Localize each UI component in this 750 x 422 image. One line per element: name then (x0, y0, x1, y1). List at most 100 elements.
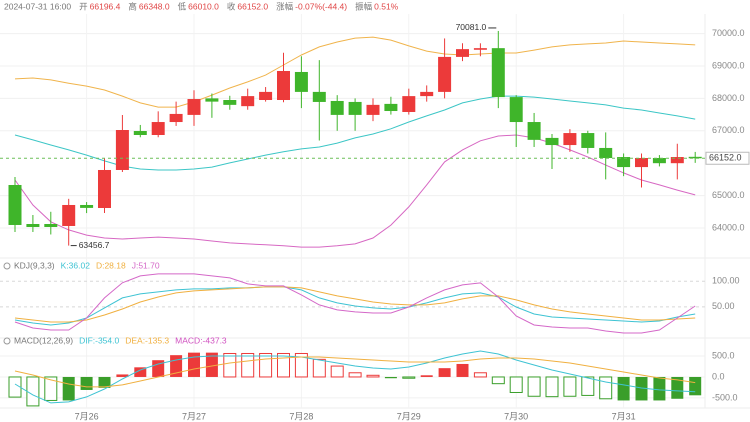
y-tick-label: 67000.0 (712, 125, 745, 135)
candle-body (26, 224, 40, 227)
macd-bar (671, 376, 684, 399)
candle-body (62, 204, 76, 226)
candle-body (402, 96, 416, 112)
candle-body (652, 158, 666, 164)
macd-bar (384, 376, 397, 379)
indicator-line (14, 273, 696, 334)
y-tick-label: 0.0 (712, 371, 725, 381)
macd-bar (98, 376, 111, 388)
macd-bar (277, 352, 290, 378)
candle-body (330, 100, 344, 115)
header-label: 高 (128, 1, 137, 11)
legend-icon (3, 337, 11, 345)
macd-bar (8, 376, 22, 398)
x-tick-label: 7月31 (612, 411, 636, 421)
candle-body (599, 147, 613, 159)
legend-entry: DEA:-135.3 (125, 335, 169, 345)
candle-body (98, 169, 111, 208)
macd-bar (689, 376, 702, 396)
candle-body (169, 113, 183, 123)
header-value: 66010.0 (188, 1, 219, 11)
y-tick-label: 100.00 (712, 276, 740, 286)
legend-entry: J:51.70 (132, 260, 160, 270)
y-tick-label: 64000.0 (712, 222, 745, 232)
legend-entry: DIF:-354.0 (79, 335, 119, 345)
macd-bar (563, 376, 577, 397)
macd-bar (330, 365, 344, 378)
macd-bar (26, 376, 40, 407)
header-time: 2024-07-31 16:00 (4, 1, 71, 11)
candle-body (545, 137, 559, 146)
candle-body (8, 184, 22, 225)
candle-body (259, 91, 273, 101)
x-tick-label: 7月26 (75, 411, 99, 421)
panel-title: MACD(12,26,9) (14, 335, 73, 345)
candle-body (294, 71, 308, 92)
candle-body (277, 71, 290, 101)
macd-bar (617, 376, 630, 401)
legend-entry: K:36.02 (61, 260, 91, 270)
candle-body (151, 122, 165, 135)
macd-bar (473, 372, 487, 378)
macd-bar (635, 376, 648, 401)
macd-bar (491, 376, 505, 385)
macd-bar (402, 376, 416, 379)
candle-body (312, 91, 326, 102)
indicator-line (14, 286, 696, 323)
macd-bar (116, 374, 129, 377)
candle-body (491, 48, 505, 98)
header-label: 低 (178, 1, 187, 11)
macd-bar (599, 376, 613, 400)
candle-body (563, 133, 577, 146)
indicator-line (14, 350, 696, 404)
macd-bar (527, 376, 541, 397)
candle-body (348, 101, 362, 115)
candle-body (115, 130, 129, 170)
x-tick-label: 7月29 (397, 411, 421, 421)
x-tick-label: 7月27 (182, 411, 206, 421)
candle-body (670, 157, 684, 164)
legend-entry: D:28.18 (96, 260, 126, 270)
x-tick-label: 7月28 (289, 411, 313, 421)
y-tick-label: 50.00 (712, 301, 735, 311)
macd-bar (294, 352, 308, 378)
panel-title: KDJ(9,3,3) (14, 260, 55, 270)
macd-bar (259, 352, 273, 378)
macd-bar (581, 376, 595, 396)
macd-bar (223, 352, 237, 378)
y-tick-label: 69000.0 (712, 60, 745, 70)
indicator-line (14, 286, 696, 326)
macd-bar (438, 368, 451, 377)
macd-bar (420, 375, 433, 377)
candle-body (473, 48, 487, 50)
macd-bar (188, 352, 200, 377)
candle-body (617, 157, 631, 168)
candle-body (509, 97, 523, 123)
macd-bar (366, 374, 380, 378)
header-value: 66348.0 (139, 1, 170, 11)
max-annotation: 70081.0 (456, 22, 487, 32)
y-tick-label: 65000.0 (712, 190, 745, 200)
macd-bar (134, 367, 147, 377)
candle-body (366, 104, 380, 115)
last-price-label: 66152.0 (709, 153, 742, 163)
candle-body (205, 98, 219, 102)
macd-bar (62, 376, 75, 401)
candle-body (635, 158, 648, 168)
candle-body (133, 131, 147, 135)
header-label: 开 (79, 1, 88, 11)
macd-bar (205, 352, 218, 377)
x-tick-label: 7月30 (504, 411, 528, 421)
macd-bar (653, 376, 666, 401)
candle-body (44, 224, 58, 227)
y-tick-label: -500.0 (712, 392, 738, 402)
candle-body (456, 49, 469, 57)
macd-bar (456, 363, 469, 377)
last-price-tag (705, 151, 750, 165)
macd-bar (348, 372, 362, 378)
header-value: 66196.4 (90, 1, 121, 11)
macd-bar (241, 352, 255, 378)
candle-body (527, 122, 541, 140)
